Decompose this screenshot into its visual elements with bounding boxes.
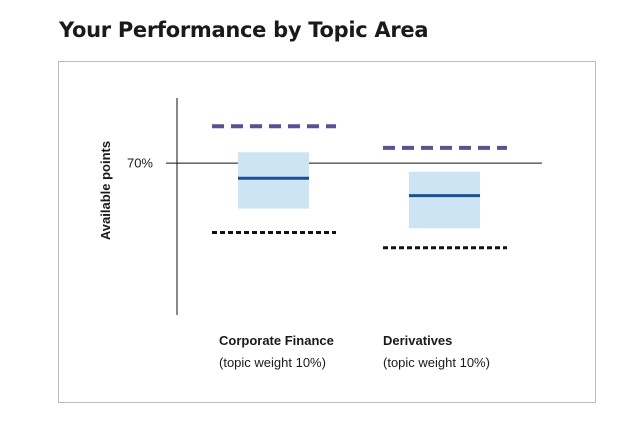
category-label-derivatives: Derivatives [383, 333, 452, 348]
category-weight-corporate-finance: (topic weight 10%) [219, 355, 326, 370]
reference-line-label: 70% [127, 156, 153, 171]
box-corporate-finance [238, 152, 309, 209]
chart-frame [58, 61, 596, 403]
page-title: Your Performance by Topic Area [59, 18, 429, 42]
category-weight-derivatives: (topic weight 10%) [383, 355, 490, 370]
category-label-corporate-finance: Corporate Finance [219, 333, 334, 348]
y-axis-label: Available points [98, 141, 113, 240]
box-derivatives [409, 171, 480, 229]
